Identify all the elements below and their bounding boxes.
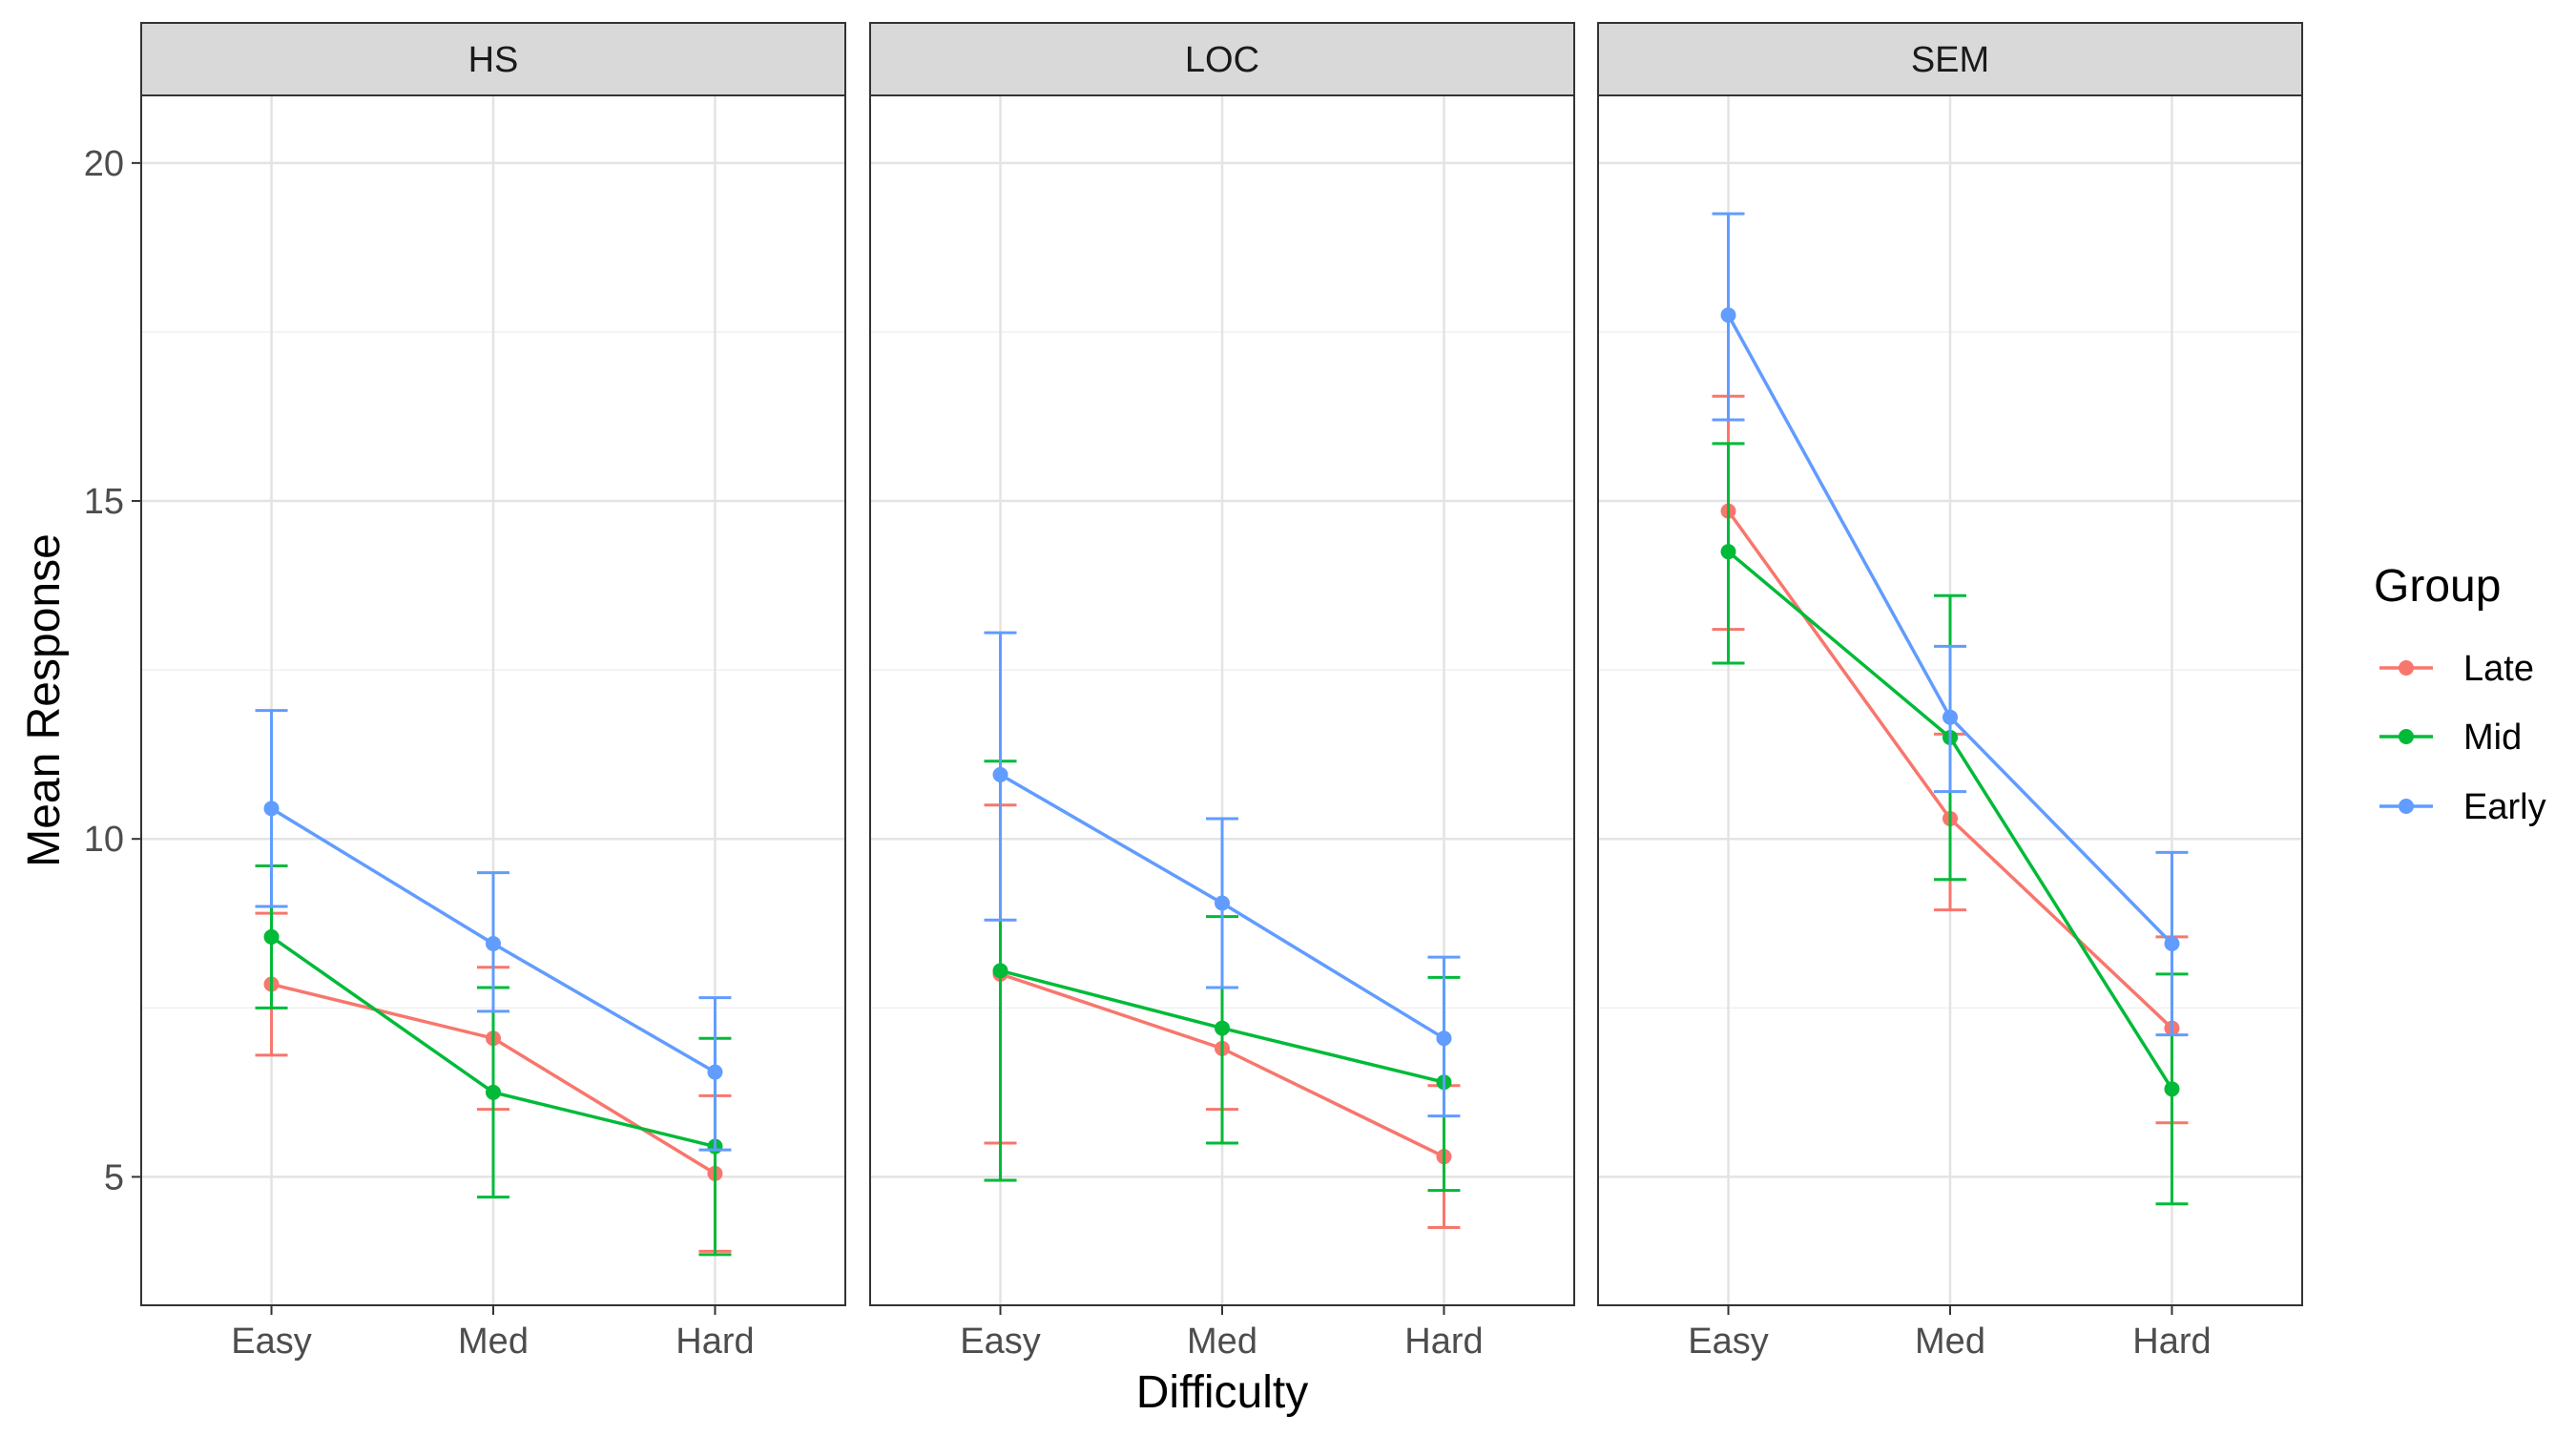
data-point xyxy=(263,928,280,945)
facet-strip-label: SEM xyxy=(1911,40,1989,80)
facet-strip xyxy=(1597,22,2303,96)
facet-strip xyxy=(140,22,846,96)
x-axis-title: Difficulty xyxy=(1136,1367,1309,1418)
legend-item-late: Late xyxy=(2379,649,2534,689)
legend-key-point xyxy=(2399,799,2414,814)
legend: Group Late Mid Early xyxy=(2374,561,2546,827)
data-point xyxy=(1720,307,1736,323)
data-point xyxy=(486,1084,501,1100)
x-tick-label: Hard xyxy=(675,1322,754,1362)
x-tick-label: Easy xyxy=(960,1322,1040,1362)
data-point xyxy=(2164,936,2180,952)
facet-panel-hs: HS Easy Med Hard xyxy=(140,22,846,1362)
series-early xyxy=(255,709,732,1152)
data-point xyxy=(992,766,1008,782)
series-early xyxy=(1712,212,2189,1037)
data-point xyxy=(1436,1030,1452,1047)
facet-strip xyxy=(869,22,1575,96)
x-tick-label: Hard xyxy=(2132,1322,2211,1362)
data-point xyxy=(992,963,1008,979)
legend-label: Mid xyxy=(2463,718,2522,758)
y-tick-label: 15 xyxy=(84,482,124,522)
data-point xyxy=(1215,1020,1230,1036)
legend-label: Early xyxy=(2463,787,2546,827)
data-point xyxy=(1215,895,1230,911)
legend-key-point xyxy=(2399,660,2414,676)
x-tick-label: Med xyxy=(458,1322,529,1362)
data-point xyxy=(1942,709,1958,725)
x-tick-label: Easy xyxy=(231,1322,311,1362)
x-tick-label: Med xyxy=(1915,1322,1985,1362)
data-point xyxy=(2164,1081,2180,1097)
x-tick-label: Easy xyxy=(1688,1322,1768,1362)
data-point xyxy=(707,1064,723,1080)
facet-panel-sem: SEM Easy Med Hard xyxy=(1597,22,2303,1362)
facet-strip-label: LOC xyxy=(1185,40,1259,80)
legend-key-point xyxy=(2399,729,2414,744)
y-tick-label: 20 xyxy=(84,144,124,184)
facet-strip-label: HS xyxy=(468,40,519,80)
facet-panel-loc: LOC Easy Med Hard xyxy=(869,22,1575,1362)
x-tick-label: Hard xyxy=(1404,1322,1483,1362)
data-point xyxy=(1720,544,1736,560)
legend-item-mid: Mid xyxy=(2379,718,2522,758)
y-tick-label: 10 xyxy=(84,820,124,860)
legend-item-early: Early xyxy=(2379,787,2546,827)
legend-label: Late xyxy=(2463,649,2534,689)
x-tick-label: Med xyxy=(1187,1322,1257,1362)
y-axis-title: Mean Response xyxy=(19,533,70,867)
y-tick-label: 5 xyxy=(104,1157,124,1197)
legend-title: Group xyxy=(2374,561,2501,612)
data-point xyxy=(263,801,280,817)
data-point xyxy=(486,936,501,952)
series-early xyxy=(984,631,1461,1118)
